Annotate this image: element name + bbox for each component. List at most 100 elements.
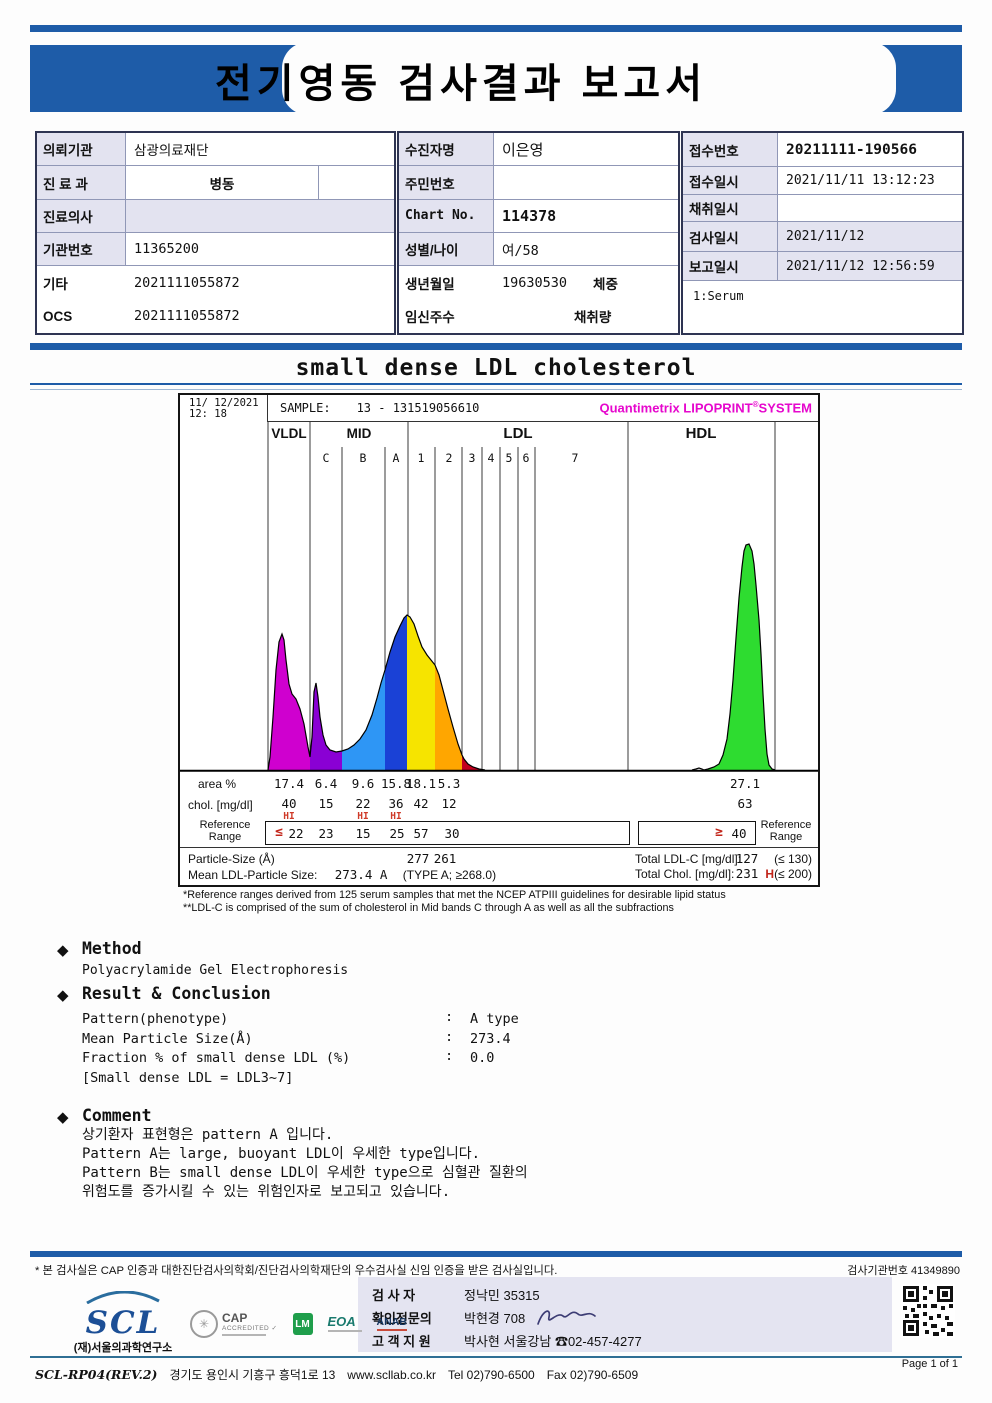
patient-info-middle: 수진자명 이은영 주민번호 Chart No. 114378 성별/나이 여/5… xyxy=(397,131,680,335)
field-value: 이은영 xyxy=(502,141,544,159)
field-label: 주민번호 xyxy=(399,166,494,199)
sign-label: 고 객 지 원 xyxy=(372,1334,431,1349)
method-body: Polyacrylamide Gel Electrophoresis xyxy=(82,963,349,978)
signature-box: 검 사 자 정낙민 35315 확인전문의 박현경 708 고 객 지 원 박사… xyxy=(358,1277,892,1352)
patient-info-right: 접수번호 20211111-190566 접수일시 2021/11/11 13:… xyxy=(681,131,964,335)
band-label: 7 xyxy=(571,451,579,465)
table-row: 주민번호 xyxy=(399,166,678,200)
table-row: 검사일시 2021/11/12 xyxy=(683,222,962,252)
address-line: SCL-RP04(REV.2) 경기도 용인시 기흥구 흥덕1로 13 www.… xyxy=(35,1366,638,1383)
top-divider xyxy=(30,25,962,32)
footnote: **LDL-C is comprised of the sum of chole… xyxy=(183,902,674,914)
comment-line: 위험도를 증가시킬 수 있는 위험인자로 보고되고 있습니다. xyxy=(82,1184,451,1200)
table-row: 기타 2021111055872 xyxy=(37,266,394,300)
total-ldl-label: Total LDL-C [mg/dl]: xyxy=(635,852,742,866)
band-label: 4 xyxy=(487,451,495,465)
result-heading: Result & Conclusion xyxy=(82,984,271,1003)
area-value: 15.8 xyxy=(380,776,412,791)
comment-heading: Comment xyxy=(82,1106,152,1125)
sample-id: 13 - 131519056610 xyxy=(356,401,480,415)
table-row: 보고일시 2021/11/12 12:56:59 xyxy=(683,252,962,281)
total-ldl-value: 127 xyxy=(735,851,759,866)
field-value: 병동 xyxy=(126,166,319,199)
band-label: 3 xyxy=(468,451,476,465)
ref-value: 57 xyxy=(413,826,429,841)
sign-value: 박사현 서울강남 ☎02-457-4277 xyxy=(464,1334,642,1349)
field-value: 2021/11/11 13:12:23 xyxy=(786,173,935,188)
band-label: C xyxy=(322,451,330,465)
eoa-logo-icon: EOA xyxy=(327,1315,362,1332)
band-label: 2 xyxy=(445,451,453,465)
result-colon: : xyxy=(445,1048,454,1064)
hi-flag: HI xyxy=(283,811,295,822)
table-row: OCS 2021111055872 xyxy=(37,299,394,333)
ref-value: 25 xyxy=(389,826,405,841)
result-colon: : xyxy=(445,1029,454,1045)
title-underline xyxy=(30,383,962,390)
lab-fax: Fax 02)790-6509 xyxy=(546,1368,639,1382)
field-label: 진료의사 xyxy=(37,199,126,233)
total-chol-label: Total Chol. [mg/dl]: xyxy=(635,867,735,881)
ldl3-peak xyxy=(462,755,485,770)
chol-row-label: chol. [mg/dl] xyxy=(188,798,253,812)
result-value: 0.0 xyxy=(470,1050,495,1066)
footnote: *Reference ranges derived from 125 serum… xyxy=(183,889,726,901)
chol-value: 22 xyxy=(355,796,371,811)
field-label: 기관번호 xyxy=(37,233,126,266)
band-label: 6 xyxy=(522,451,530,465)
field-label: 수진자명 xyxy=(399,133,494,166)
band-group-hdl: HDL xyxy=(685,425,717,442)
area-value: 18.1 xyxy=(405,776,437,791)
ref-value: 23 xyxy=(318,826,334,841)
comment-line: Pattern B는 small dense LDL이 우세한 type으로 심… xyxy=(82,1165,528,1181)
area-value-hdl: 27.1 xyxy=(729,776,761,791)
sign-value: 박현경 708 xyxy=(464,1311,526,1326)
field-sublabel: 채취량 xyxy=(574,310,612,326)
band-group-mid: MID xyxy=(346,426,372,441)
scl-org-name: (재)서울의과학연구소 xyxy=(73,1342,173,1354)
sign-row: 검 사 자 정낙민 35315 xyxy=(372,1283,892,1306)
signature-scribble xyxy=(537,1309,597,1325)
comment-body: 상기환자 표현형은 pattern A 입니다. Pattern A는 larg… xyxy=(82,1126,528,1202)
geq-symbol: ≥ xyxy=(715,825,723,840)
table-row: 채취일시 xyxy=(683,195,962,222)
report-title: small dense LDL cholesterol xyxy=(295,355,697,381)
field-label: 기타 xyxy=(37,266,126,300)
total-chol-ref: H(≤ 200) xyxy=(765,867,812,881)
scl-arc-icon xyxy=(86,1290,160,1305)
anab-logo-icon: ANAB xyxy=(376,1317,407,1331)
scl-wordmark: SCL xyxy=(85,1305,161,1341)
band-label: 5 xyxy=(505,451,513,465)
field-value xyxy=(126,199,394,233)
chol-value-hdl: 63 xyxy=(737,796,753,811)
total-chol-value: 231 xyxy=(735,866,759,881)
table-row: 임신주수 채취량 xyxy=(399,299,678,333)
qr-code xyxy=(901,1284,955,1338)
hdl-peak xyxy=(704,544,775,770)
field-label: 접수번호 xyxy=(683,133,778,166)
field-label: 접수일시 xyxy=(683,167,778,194)
ref-value: 15 xyxy=(355,826,371,841)
band-group-vldl: VLDL xyxy=(271,426,307,441)
field-label: 검사일시 xyxy=(683,222,778,251)
ldl1-peak xyxy=(407,615,435,770)
field-value: 2021/11/12 xyxy=(778,222,962,251)
lab-number: 검사기관번호 41349890 xyxy=(847,1265,960,1277)
sign-label: 검 사 자 xyxy=(372,1288,416,1303)
ref-range-label-right: Reference Range xyxy=(760,819,812,843)
method-heading: Method xyxy=(82,939,142,958)
accreditation-logos: ✳ CAP ACCREDITED ✓ LM EOA ANAB xyxy=(190,1310,407,1338)
leq-symbol: ≤ xyxy=(275,825,283,840)
hdl-ref-range-box: ≥ 40 xyxy=(638,821,756,845)
table-row: 접수일시 2021/11/11 13:12:23 xyxy=(683,167,962,195)
field-label: 진 료 과 xyxy=(37,166,126,199)
result-value: 273.4 xyxy=(470,1031,511,1047)
diamond-bullet-icon: ◆ xyxy=(57,987,69,1004)
area-value: 9.6 xyxy=(351,776,375,791)
patient-info-left: 의뢰기관 삼광의료재단 진 료 과 병동 진료의사 기관번호 11365200 … xyxy=(35,131,396,335)
hdl-ref-value: 40 xyxy=(731,826,747,841)
densitometer-curve xyxy=(180,422,818,772)
result-name: Pattern(phenotype) xyxy=(82,1011,229,1027)
particle-row-label: Particle-Size (Å) xyxy=(188,852,275,866)
